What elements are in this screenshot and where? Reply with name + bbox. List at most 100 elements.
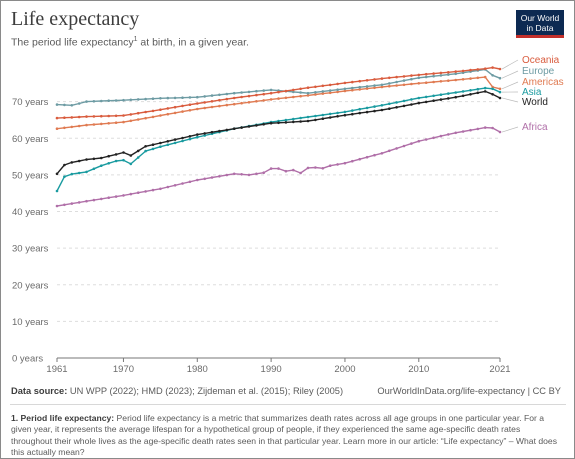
data-point-oceania xyxy=(336,82,339,86)
data-point-world xyxy=(277,121,280,125)
data-point-americas xyxy=(432,80,435,84)
data-point-oceania xyxy=(85,115,88,118)
data-point-africa xyxy=(159,187,162,191)
data-point-oceania xyxy=(196,102,199,105)
legend-connector-oceania xyxy=(501,59,519,70)
data-point-asia xyxy=(380,104,384,107)
data-point-americas xyxy=(277,97,280,100)
data-point-oceania xyxy=(210,100,214,103)
data-point-americas xyxy=(255,100,258,103)
logo-line-2: in Data xyxy=(526,23,554,33)
data-point-asia xyxy=(358,107,362,111)
data-point-americas xyxy=(159,114,162,117)
y-tick-label: 0 years xyxy=(12,354,43,365)
data-point-americas xyxy=(461,78,465,81)
data-point-africa xyxy=(402,144,406,148)
data-point-africa xyxy=(336,163,339,166)
data-point-oceania xyxy=(284,89,288,93)
data-point-asia xyxy=(107,162,110,165)
data-point-asia xyxy=(203,134,206,137)
data-point-world xyxy=(395,106,398,109)
data-point-world xyxy=(373,109,376,113)
data-point-europe xyxy=(55,103,59,106)
source-url-link[interactable]: OurWorldInData.org/life-expectancy | CC … xyxy=(377,386,561,396)
data-point-world xyxy=(225,128,229,132)
x-tick-label: 1961 xyxy=(46,364,67,375)
data-point-europe xyxy=(351,86,354,90)
data-point-europe xyxy=(454,72,458,76)
data-point-americas xyxy=(343,89,347,93)
data-point-americas xyxy=(388,84,391,88)
data-point-asia xyxy=(92,167,96,171)
data-point-europe xyxy=(181,96,184,99)
data-point-world xyxy=(114,153,118,156)
owid-logo[interactable]: Our World in Data xyxy=(516,10,564,38)
data-point-world xyxy=(461,94,465,98)
x-tick-label: 2010 xyxy=(408,364,429,375)
data-point-oceania xyxy=(225,97,229,101)
data-point-world xyxy=(188,135,192,138)
data-point-world xyxy=(100,156,103,160)
x-tick-label: 1990 xyxy=(261,364,282,375)
data-point-oceania xyxy=(114,114,118,118)
data-point-oceania xyxy=(299,87,302,91)
data-point-world xyxy=(144,145,147,148)
data-point-africa xyxy=(373,153,376,157)
legend-connector-europe xyxy=(501,70,519,79)
data-point-europe xyxy=(432,74,435,78)
data-point-oceania xyxy=(373,78,376,81)
data-point-europe xyxy=(203,95,206,98)
data-point-world xyxy=(432,99,435,102)
data-point-africa xyxy=(232,172,236,176)
data-point-africa xyxy=(225,173,229,177)
data-point-asia xyxy=(336,111,339,115)
data-point-americas xyxy=(417,82,421,85)
data-point-africa xyxy=(188,180,192,184)
data-point-world xyxy=(306,119,310,123)
data-point-africa xyxy=(114,195,118,198)
data-point-africa xyxy=(328,164,332,167)
legend-label-americas: Americas xyxy=(522,77,564,88)
legend-label-world: World xyxy=(522,97,548,108)
data-point-europe xyxy=(380,83,384,87)
x-tick-label: 2000 xyxy=(334,364,355,375)
data-point-europe xyxy=(373,84,376,87)
data-point-europe xyxy=(498,76,502,80)
data-point-asia xyxy=(439,93,443,96)
data-point-world xyxy=(240,126,243,129)
data-point-europe xyxy=(439,74,443,77)
data-point-africa xyxy=(70,202,74,205)
data-point-world xyxy=(210,130,214,134)
data-point-africa xyxy=(439,134,443,138)
data-point-americas xyxy=(173,111,177,115)
data-point-americas xyxy=(240,101,243,105)
data-point-world xyxy=(299,120,302,123)
data-point-world xyxy=(314,118,317,122)
data-point-europe xyxy=(402,79,406,82)
data-point-world xyxy=(476,91,480,95)
data-point-europe xyxy=(196,95,199,99)
data-point-americas xyxy=(181,110,184,113)
data-point-europe xyxy=(365,85,369,88)
data-point-europe xyxy=(292,90,295,94)
data-point-europe xyxy=(107,99,110,102)
legend-connector-africa xyxy=(501,126,519,133)
data-point-africa xyxy=(151,188,155,192)
data-point-americas xyxy=(424,81,428,84)
data-point-oceania xyxy=(129,113,133,116)
data-point-asia xyxy=(159,145,162,148)
data-point-americas xyxy=(284,96,288,100)
data-point-oceania xyxy=(432,72,435,75)
data-point-asia xyxy=(454,91,458,94)
data-point-world xyxy=(321,117,325,120)
data-point-americas xyxy=(306,94,310,97)
data-point-africa xyxy=(491,126,494,130)
data-point-world xyxy=(447,97,450,100)
data-point-africa xyxy=(122,194,125,197)
data-point-oceania xyxy=(343,81,347,85)
data-point-oceania xyxy=(447,71,450,74)
data-point-world xyxy=(358,111,362,115)
data-point-asia xyxy=(70,172,74,176)
data-point-oceania xyxy=(173,105,177,109)
data-point-asia xyxy=(483,86,487,90)
